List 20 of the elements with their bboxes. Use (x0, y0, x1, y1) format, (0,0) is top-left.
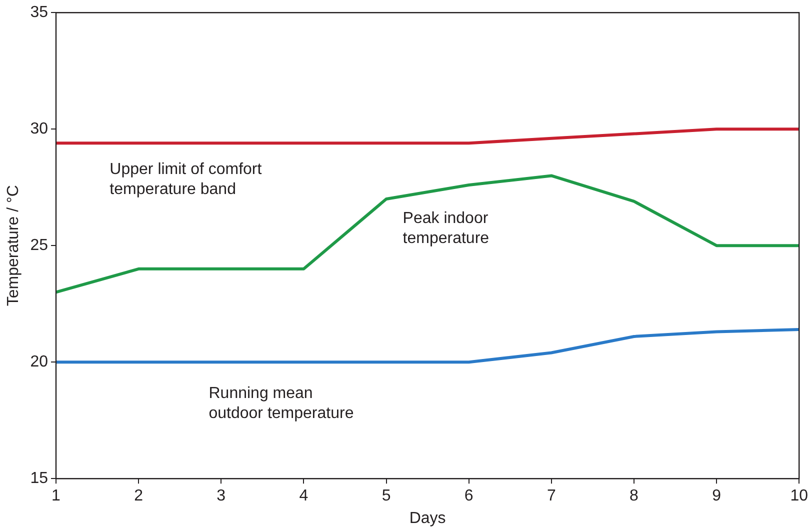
x-tick-label: 4 (299, 488, 308, 505)
x-tick-label: 5 (382, 488, 391, 505)
x-tick-label: 7 (546, 488, 556, 505)
x-tick-label: 3 (216, 488, 226, 505)
y-axis-title: Temperature / °C (5, 185, 22, 306)
x-tick-label: 1 (52, 488, 61, 505)
series-label: Upper limit of comfort temperature band (110, 161, 262, 198)
series-label: Peak indoor temperature (402, 210, 490, 248)
y-tick-label: 30 (30, 120, 48, 138)
series-label: Running mean outdoor temperature (208, 384, 354, 422)
y-tick-label: 20 (30, 354, 48, 371)
y-tick-label: 25 (30, 237, 48, 254)
y-tick-label: 35 (30, 4, 48, 22)
x-tick-label: 9 (712, 488, 722, 505)
x-tick-label: 8 (630, 488, 639, 505)
x-tick-label: 10 (790, 488, 808, 505)
y-tick-label: 15 (30, 470, 48, 488)
x-tick-label: 2 (134, 488, 144, 505)
x-tick-label: 6 (464, 488, 474, 505)
x-axis-title: Days (409, 510, 446, 527)
